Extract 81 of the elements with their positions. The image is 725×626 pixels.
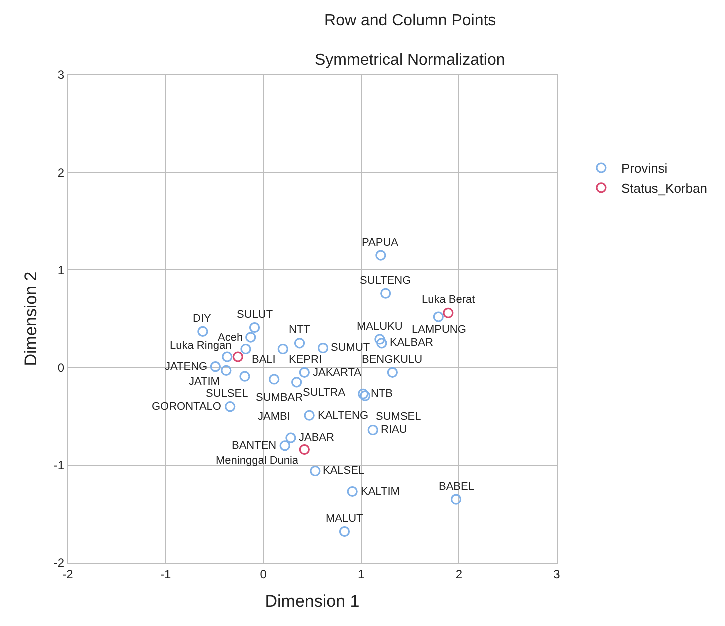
point <box>380 288 392 299</box>
annotation: JAKARTA <box>313 367 362 379</box>
x-tick-label: 1 <box>358 567 366 582</box>
point <box>433 312 444 322</box>
annotation: SULSEL <box>206 388 248 400</box>
x-tick-label: 3 <box>554 567 561 582</box>
annotation: DIY <box>193 313 212 325</box>
point <box>310 466 321 477</box>
x-tick-label: 0 <box>260 567 268 582</box>
point <box>299 444 310 456</box>
point <box>246 332 256 343</box>
annotation: JATENG <box>165 361 208 373</box>
y-tick-label: 0 <box>58 361 65 375</box>
annotation: MALUT <box>326 513 364 525</box>
annotation: BANTEN <box>232 440 277 452</box>
point <box>294 338 306 349</box>
point <box>450 494 462 505</box>
annotation: MALUKU <box>357 321 403 333</box>
legend-label: Status_Korban <box>621 181 708 196</box>
y-axis-title: Dimension 2 <box>21 272 40 366</box>
legend-label: Provinsi <box>621 161 668 176</box>
annotation: Meninggal Dunia <box>216 455 300 467</box>
annotation: Luka Berat <box>422 294 476 306</box>
annotation: SUMUT <box>331 342 370 354</box>
point <box>221 365 232 376</box>
y-tick-label: -2 <box>54 556 65 570</box>
point <box>376 250 386 261</box>
annotation: KEPRI <box>289 354 322 366</box>
point <box>299 367 310 378</box>
point <box>250 322 260 334</box>
annotation: SUMBAR <box>256 392 304 404</box>
point <box>280 440 290 452</box>
annotation: BABEL <box>439 481 474 493</box>
annotation: NTB <box>371 388 393 400</box>
y-tick-label: 3 <box>58 68 65 82</box>
x-axis-title: Dimension 1 <box>265 592 360 611</box>
point <box>347 486 358 498</box>
annotation: RIAU <box>381 424 408 436</box>
annotation: KALTENG <box>318 410 369 422</box>
point <box>278 344 288 355</box>
point <box>339 526 350 538</box>
x-tick-label: -1 <box>160 567 172 582</box>
annotation: LAMPUNG <box>412 324 466 336</box>
annotation: SULUT <box>237 309 274 321</box>
annotation: JABAR <box>299 432 335 444</box>
annotation: JAMBI <box>258 411 290 423</box>
point <box>304 410 315 421</box>
point <box>198 326 208 337</box>
annotation: BALI <box>252 354 276 366</box>
annotation: GORONTALO <box>152 401 222 413</box>
point <box>210 362 221 372</box>
annotation: PAPUA <box>362 237 400 249</box>
y-tick-label: 1 <box>58 263 65 278</box>
point <box>269 374 280 385</box>
annotation: SUMSEL <box>376 411 422 423</box>
annotation: KALBAR <box>390 337 434 349</box>
annotation: KALSEL <box>323 465 365 477</box>
point <box>292 377 302 388</box>
y-tick-label: -1 <box>54 458 65 473</box>
chart-subtitle: Symmetrical Normalization <box>315 52 506 69</box>
annotation: NTT <box>289 324 311 336</box>
annotation: JATIM <box>189 376 220 388</box>
point <box>368 424 378 436</box>
annotation: BENGKULU <box>362 354 423 366</box>
x-tick-label: 2 <box>456 567 463 582</box>
point <box>443 308 454 318</box>
point <box>374 334 386 345</box>
annotation: KALTIM <box>361 486 400 498</box>
y-tick-label: 2 <box>58 166 65 180</box>
point <box>240 371 250 382</box>
point <box>232 352 244 362</box>
point <box>225 402 236 412</box>
chart-title: Row and Column Points <box>324 12 496 30</box>
point <box>376 338 388 349</box>
point <box>222 352 233 362</box>
annotation: SULTRA <box>303 387 346 399</box>
point <box>240 344 252 355</box>
annotation: SULTENG <box>360 275 412 287</box>
point <box>387 367 398 378</box>
point <box>318 342 329 354</box>
point <box>286 432 296 444</box>
